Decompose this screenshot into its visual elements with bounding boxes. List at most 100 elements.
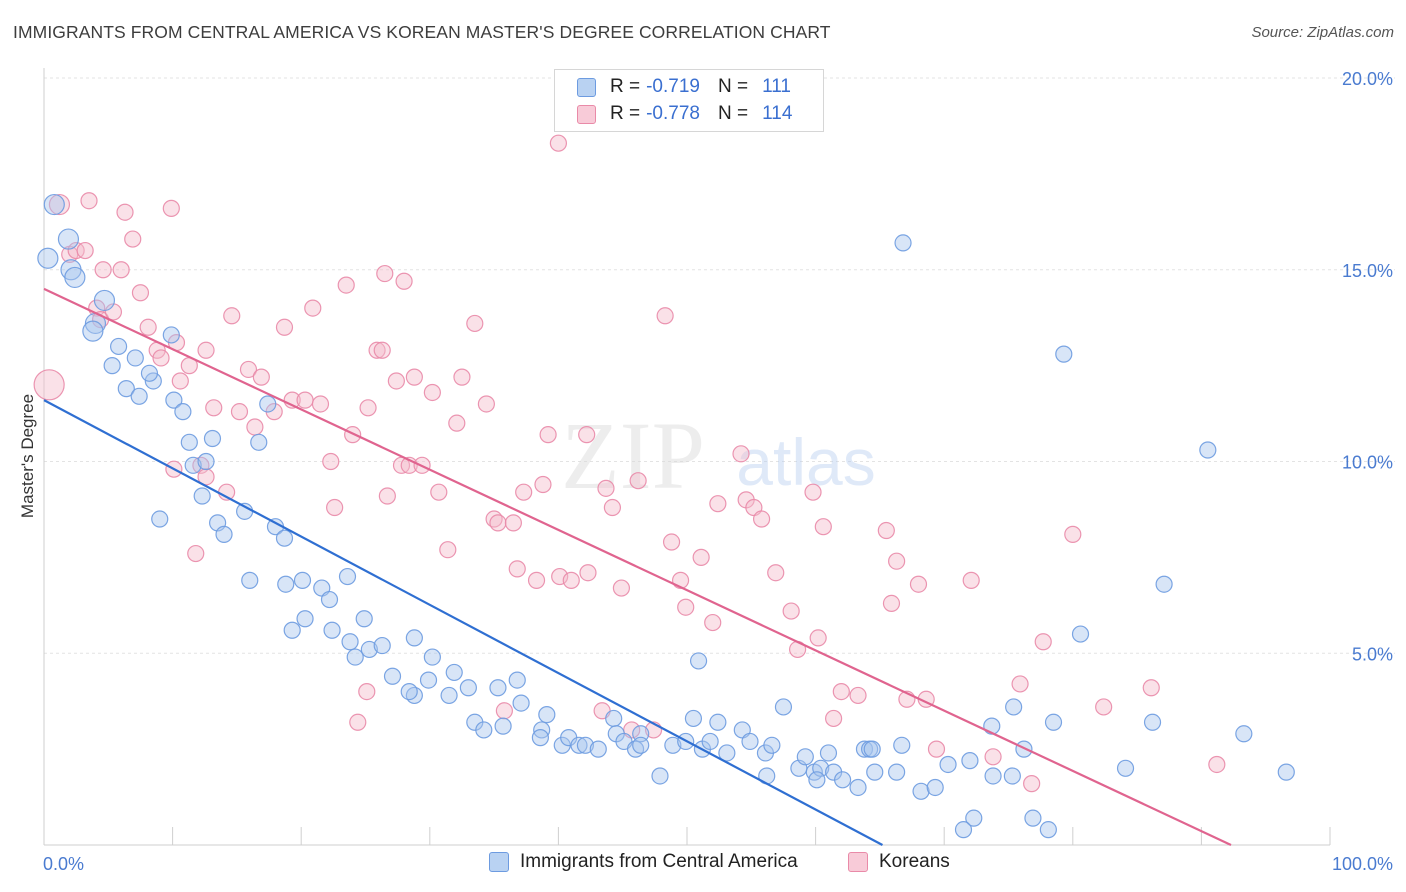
central-america-point [1155,575,1173,593]
korean-point [849,686,867,705]
korean-point [296,391,314,409]
central-america-point [576,736,595,754]
central-america-point [184,456,202,474]
central-america-point [538,706,556,724]
korean-point [197,341,215,359]
central-america-point [82,320,104,342]
trend-line-koreans [43,287,1232,846]
central-america-point [489,679,507,697]
legend-n-value: 111 [762,76,791,97]
central-america-point [605,709,623,728]
central-america-point [494,717,512,735]
central-america-point [64,266,86,289]
central-america-point [103,357,121,375]
trend-lines [43,287,1232,846]
korean-point [612,579,631,597]
korean-point [752,510,771,528]
central-america-point [373,636,391,655]
central-america-point [37,247,59,269]
korean-point [230,403,249,421]
korean-point [782,602,800,620]
central-america-point [130,387,148,405]
central-america-point [1024,809,1042,827]
central-america-point [197,452,215,471]
legend-row-koreans: R = -0.778 N = 114 [577,102,792,126]
central-america-point [531,729,549,747]
central-america-point [808,771,826,789]
korean-point [888,552,906,570]
central-america-point [320,590,339,609]
korean-point [439,541,457,559]
central-america-point [275,529,294,547]
korean-point [378,487,396,505]
korean-point [453,368,471,386]
central-america-point [93,289,116,312]
korean-point [1142,679,1160,697]
legend-r-label: R = [610,103,641,124]
source-label: Source: ZipAtlas.com [1251,24,1394,41]
legend-item-central-america: Immigrants from Central America [489,851,798,873]
y-tick-label: 10.0% [1342,453,1393,473]
korean-point [373,341,391,359]
korean-point [579,564,597,582]
central-america-point [926,778,944,797]
central-america-point [912,782,930,800]
axes [43,68,1331,846]
korean-point [358,682,376,701]
korean-point [205,399,223,417]
central-america-point [423,648,441,666]
central-america-point [1116,759,1135,777]
korean-point [67,241,85,260]
central-america-point [589,740,607,758]
central-america-point [508,671,526,689]
legend-swatch-blue [577,77,596,97]
central-america-point [215,525,233,543]
korean-point [477,395,495,413]
central-america-point [1143,713,1162,731]
korean-point [909,575,928,593]
watermark-atlas: atlas [736,425,875,499]
legend-r-value: -0.719 [646,76,700,97]
korean-point [578,426,596,444]
korean-point [152,349,170,367]
central-america-point [863,740,881,758]
central-america-point [954,821,973,839]
central-america-point [1003,767,1021,785]
central-america-point [117,380,135,398]
central-america-point [961,752,979,770]
korean-point [116,203,134,221]
central-america-point [570,736,588,754]
korean-point [704,613,722,632]
korean-point [48,193,71,216]
korean-point [825,709,843,728]
korean-point [304,299,322,317]
stats-legend: R = -0.719 N = 111 R = -0.778 N = 114 [554,69,824,132]
central-america-point [341,633,359,651]
korean-point [882,594,901,612]
legend-row-central-america: R = -0.719 N = 111 [577,75,791,99]
legend-label-koreans: Koreans [879,851,950,872]
y-tick-label: 15.0% [1342,261,1393,281]
central-america-point [684,709,703,728]
korean-point [656,307,674,325]
korean-point [223,307,241,325]
tick-labels: 5.0% 10.0% 15.0% 20.0% 0.0% 100.0% [43,69,1393,874]
central-america-point [277,575,295,593]
korean-point [527,571,546,589]
central-america-point [763,736,781,754]
legend-swatch-blue [489,852,509,872]
central-america-point [475,721,493,739]
central-america-point [774,698,793,716]
central-america-point [983,717,1001,735]
central-america-point [180,433,198,451]
korean-point [489,514,507,532]
korean-point [662,533,681,551]
central-america-point [1044,713,1063,731]
central-america-point [709,713,727,731]
korean-point [124,230,142,248]
legend-swatch-pink [848,852,868,872]
legend-r-label: R = [610,76,641,97]
central-america-point [165,391,183,409]
korean-point [139,318,157,336]
